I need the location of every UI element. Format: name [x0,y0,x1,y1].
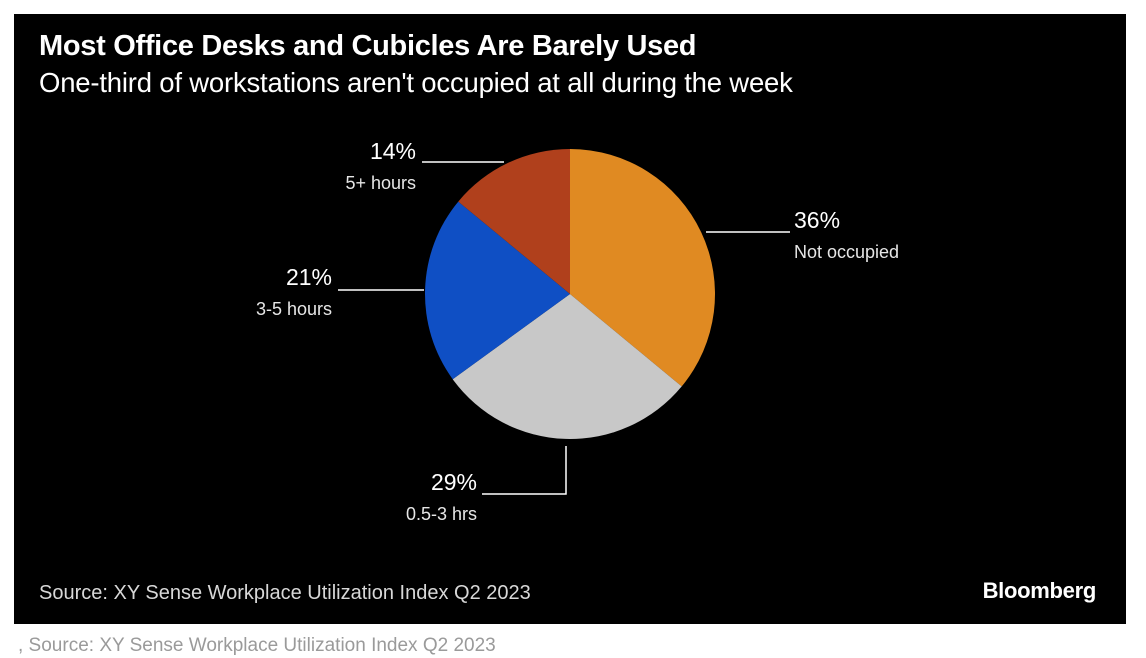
chart-panel: Most Office Desks and Cubicles Are Barel… [14,14,1126,624]
slice-value-label: 36% [794,207,840,233]
bloomberg-logo: Bloomberg [982,578,1097,603]
pie-slice-5-hours [458,149,570,294]
leader-line [482,446,567,495]
pie-slice-0-5-3-hrs [452,294,682,440]
chart-subtitle: One-third of workstations aren't occupie… [39,67,793,98]
pie-slices [425,149,715,440]
slice-category-label: 3-5 hours [256,299,332,319]
slice-category-label: Not occupied [794,242,899,262]
pie-labels: 36% Not occupied 29% 0.5-3 hrs 21% 3-5 hours 1… [256,138,899,524]
pie-slice-3-5-hours [425,201,570,380]
pie-chart: 36% Not occupied 29% 0.5-3 hrs 21% 3-5 hours 1… [256,138,899,524]
chart-title: Most Office Desks and Cubicles Are Barel… [39,30,697,62]
slice-category-label: 0.5-3 hrs [406,504,477,524]
slice-category-label: 5+ hours [345,173,416,193]
slice-value-label: 29% [431,469,477,495]
slice-value-label: 14% [370,138,416,164]
image-caption: , Source: XY Sense Workplace Utilization… [18,635,496,656]
source-note: Source: XY Sense Workplace Utilization I… [39,582,531,604]
pie-slice-not-occupied [570,149,715,387]
slice-value-label: 21% [286,264,332,290]
